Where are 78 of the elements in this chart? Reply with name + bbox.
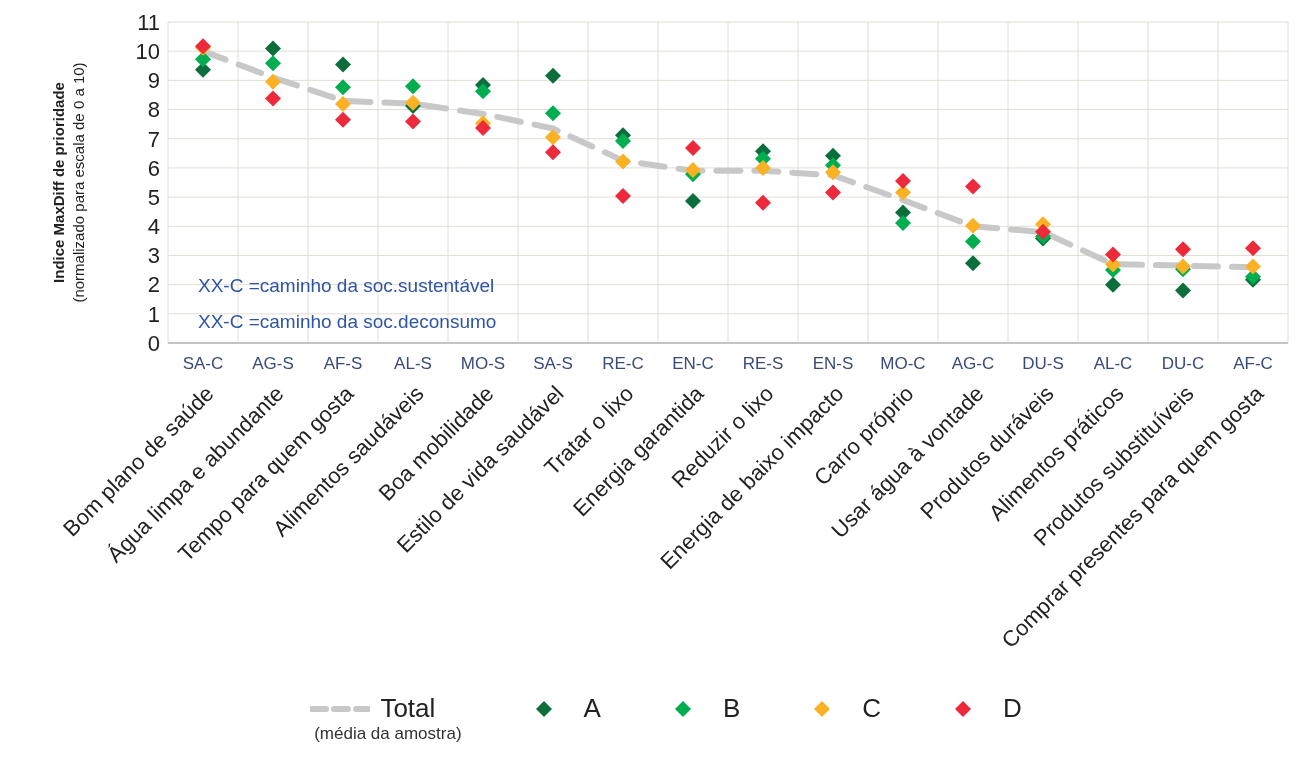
point bbox=[335, 111, 351, 128]
point bbox=[1105, 246, 1121, 263]
text: DU-S bbox=[1022, 354, 1064, 373]
legend-label: C bbox=[862, 693, 882, 724]
point bbox=[895, 173, 911, 190]
point bbox=[335, 96, 351, 112]
text: DU-C bbox=[1161, 354, 1205, 373]
point bbox=[895, 215, 911, 232]
y-tick-label: 6 bbox=[147, 155, 160, 181]
text: SA-C bbox=[182, 354, 224, 373]
text: AG-S bbox=[252, 354, 294, 373]
point bbox=[545, 144, 561, 161]
y-tick-label: 8 bbox=[147, 97, 160, 123]
text: AF-S bbox=[323, 354, 363, 373]
point bbox=[405, 113, 421, 130]
y-tick-label: 10 bbox=[135, 38, 160, 64]
y-tick-label: 5 bbox=[147, 184, 160, 210]
point bbox=[1105, 276, 1121, 293]
point bbox=[545, 105, 561, 122]
point bbox=[265, 55, 281, 72]
point bbox=[755, 194, 771, 211]
point bbox=[1245, 258, 1261, 275]
point bbox=[475, 119, 491, 136]
point bbox=[335, 79, 351, 96]
text: EN-C bbox=[672, 354, 714, 373]
point bbox=[405, 78, 421, 95]
y-tick-label: 2 bbox=[147, 272, 160, 298]
point bbox=[265, 73, 281, 90]
point bbox=[545, 67, 561, 84]
point bbox=[615, 187, 631, 204]
point bbox=[265, 40, 281, 57]
annotation: XX-C =caminho da soc.deconsumo bbox=[198, 311, 497, 333]
legend-label: D bbox=[1003, 693, 1022, 724]
point bbox=[685, 192, 701, 209]
point bbox=[1035, 223, 1051, 240]
text: EN-S bbox=[812, 354, 854, 373]
point bbox=[965, 217, 981, 234]
text: AF-C bbox=[1233, 354, 1273, 373]
point bbox=[615, 153, 631, 170]
legend-label: B bbox=[722, 693, 741, 724]
point bbox=[685, 140, 701, 157]
point bbox=[615, 133, 631, 150]
legend-label: A bbox=[583, 693, 601, 724]
y-axis-title: Indice MaxDiff de prioridade (normalizado para escala de 0 a 10) bbox=[50, 62, 87, 303]
text: SA-S bbox=[533, 354, 573, 373]
point bbox=[825, 164, 841, 181]
point bbox=[685, 161, 701, 178]
point bbox=[335, 56, 351, 73]
y-tick-label: 11 bbox=[137, 9, 160, 35]
point bbox=[965, 255, 981, 272]
point bbox=[1175, 241, 1191, 258]
point bbox=[195, 51, 211, 68]
text: (média da amostra) bbox=[314, 724, 462, 744]
point bbox=[405, 94, 421, 111]
point bbox=[965, 233, 981, 250]
y-tick-label: 3 bbox=[147, 243, 160, 269]
text: MO-S bbox=[460, 354, 506, 373]
point bbox=[265, 90, 281, 107]
text: AL-C bbox=[1093, 354, 1133, 373]
point bbox=[825, 184, 841, 201]
y-tick-label: 7 bbox=[147, 126, 160, 152]
y-tick-label: 1 bbox=[147, 301, 160, 327]
text: MO-C bbox=[880, 354, 926, 373]
annotation: XX-C =caminho da soc.sustentável bbox=[198, 275, 495, 297]
y-tick-label: 4 bbox=[147, 214, 160, 240]
text: RE-C bbox=[602, 354, 644, 373]
point bbox=[965, 178, 981, 195]
text: AG-C bbox=[951, 354, 995, 373]
text: AL-S bbox=[394, 354, 432, 373]
point bbox=[1245, 240, 1261, 257]
y-tick-label: 9 bbox=[147, 68, 160, 94]
legend-label: Total bbox=[380, 693, 436, 724]
point bbox=[475, 83, 491, 100]
point bbox=[755, 159, 771, 176]
y-tick-label: 0 bbox=[147, 330, 160, 356]
text: RE-S bbox=[742, 354, 784, 373]
point bbox=[1175, 282, 1191, 299]
point bbox=[545, 129, 561, 146]
